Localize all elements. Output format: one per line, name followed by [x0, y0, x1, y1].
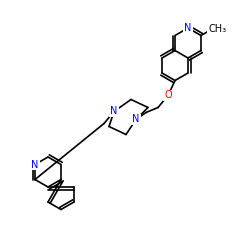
Text: N: N — [184, 23, 192, 33]
Text: O: O — [164, 90, 172, 101]
Text: CH₃: CH₃ — [208, 24, 227, 34]
Text: N: N — [110, 106, 118, 117]
Text: N: N — [31, 160, 39, 170]
Text: N: N — [132, 114, 140, 124]
